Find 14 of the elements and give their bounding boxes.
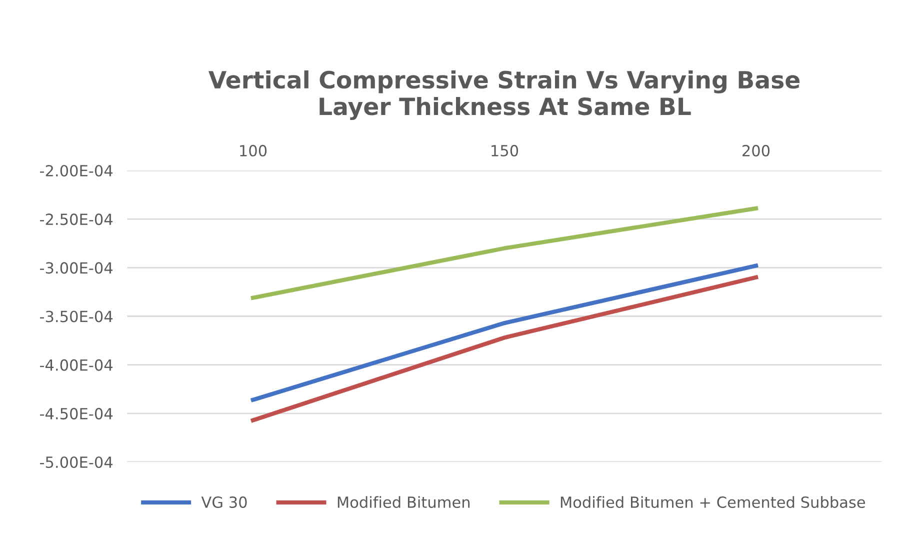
- y-tick-label: -3.50E-04: [40, 310, 113, 322]
- y-tick-label: -4.50E-04: [40, 408, 113, 420]
- y-tick-label: -4.00E-04: [40, 359, 113, 371]
- x-tick-label: 200: [742, 144, 770, 156]
- y-tick-label: -2.00E-04: [40, 164, 113, 177]
- y-tick-label: -3.00E-04: [40, 262, 113, 274]
- x-tick-label: 100: [240, 144, 267, 156]
- legend-label: Modified Bitumen + Cemented Subbase: [560, 496, 866, 508]
- x-tick-label: 150: [492, 144, 518, 156]
- y-tick-label: -5.00E-04: [40, 456, 113, 468]
- legend-label: Modified Bitumen: [338, 496, 470, 508]
- y-tick-label: -2.50E-04: [40, 214, 113, 226]
- legend-label: VG 30: [201, 496, 247, 508]
- chart-title: Vertical Compressive Strain Vs Varying Base Layer Thickness At Same BL: [208, 70, 800, 120]
